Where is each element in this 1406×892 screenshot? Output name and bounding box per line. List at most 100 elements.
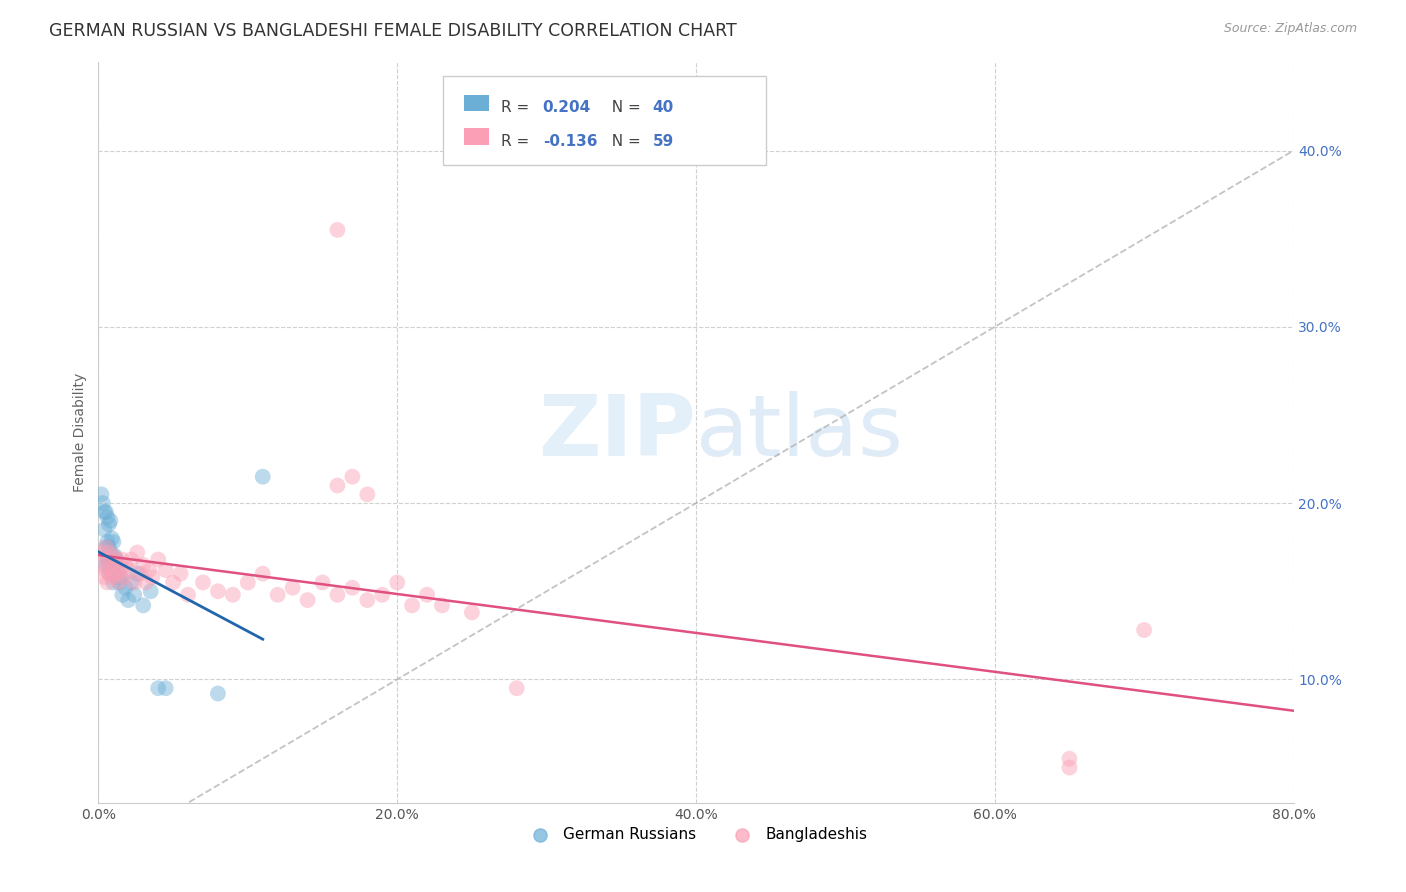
Point [401,599,423,613]
Point [108,575,131,590]
Point [1059,760,1081,774]
Point [107,566,129,581]
Point [155,563,177,577]
Text: R =: R = [501,100,534,115]
Point [1133,623,1156,637]
Point [97,540,120,554]
Point [94,563,117,577]
Point [356,487,378,501]
Point [148,552,170,566]
Point [90,487,112,501]
Point [252,566,274,581]
Point [105,570,128,584]
Point [111,588,134,602]
Point [342,469,364,483]
Point [138,563,160,577]
Point [105,552,128,566]
Point [104,566,127,581]
Point [461,606,484,620]
Point [97,517,120,532]
Text: 40: 40 [652,100,673,115]
Point [114,581,136,595]
Point [236,575,259,590]
Point [127,545,149,559]
Point [94,540,117,554]
Point [326,223,349,237]
Point [129,566,152,581]
Text: GERMAN RUSSIAN VS BANGLADESHI FEMALE DISABILITY CORRELATION CHART: GERMAN RUSSIAN VS BANGLADESHI FEMALE DIS… [49,22,737,40]
Point [120,552,142,566]
Point [94,505,117,519]
Text: N =: N = [602,100,645,115]
Point [97,566,120,581]
Point [96,510,118,524]
Point [94,540,117,554]
Point [267,588,290,602]
Point [132,599,155,613]
Point [103,575,125,590]
Text: atlas: atlas [696,391,904,475]
Point [96,552,118,566]
Point [120,575,142,590]
Point [124,575,146,590]
Y-axis label: Female Disability: Female Disability [73,373,87,492]
Point [107,563,129,577]
Text: ZIP: ZIP [538,391,696,475]
Point [177,588,200,602]
Point [162,575,184,590]
Point [91,496,114,510]
Point [105,552,128,566]
Point [98,558,122,572]
Point [98,514,122,528]
Point [207,584,229,599]
Point [1059,752,1081,766]
Point [281,581,304,595]
Point [169,566,191,581]
Point [135,575,157,590]
Point [91,558,114,572]
Text: Source: ZipAtlas.com: Source: ZipAtlas.com [1223,22,1357,36]
Text: R =: R = [501,134,534,149]
Point [98,566,122,581]
Text: N =: N = [602,134,645,149]
Point [103,566,125,581]
Point [97,558,120,572]
Point [90,545,112,559]
Point [103,549,125,563]
Point [191,575,214,590]
Text: 0.204: 0.204 [543,100,591,115]
Point [96,535,118,549]
Point [96,552,118,566]
Point [506,681,529,696]
Point [127,566,149,581]
Point [311,575,333,590]
Point [93,523,115,537]
Point [117,563,139,577]
Point [103,558,125,572]
Point [139,584,162,599]
Point [222,588,245,602]
Point [94,558,117,572]
Point [96,575,118,590]
Text: 59: 59 [652,134,673,149]
Point [101,570,124,584]
Point [110,563,132,577]
Point [114,558,136,572]
Point [342,581,364,595]
Point [416,588,439,602]
Point [326,478,349,492]
Point [104,558,127,572]
Point [155,681,177,696]
Point [141,570,163,584]
Point [326,588,349,602]
Point [110,570,132,584]
Point [117,593,139,607]
Point [385,575,409,590]
Point [98,545,122,559]
Point [101,532,124,546]
Point [252,469,274,483]
Point [112,570,135,584]
Point [297,593,319,607]
Point [132,558,155,572]
Point [93,505,115,519]
